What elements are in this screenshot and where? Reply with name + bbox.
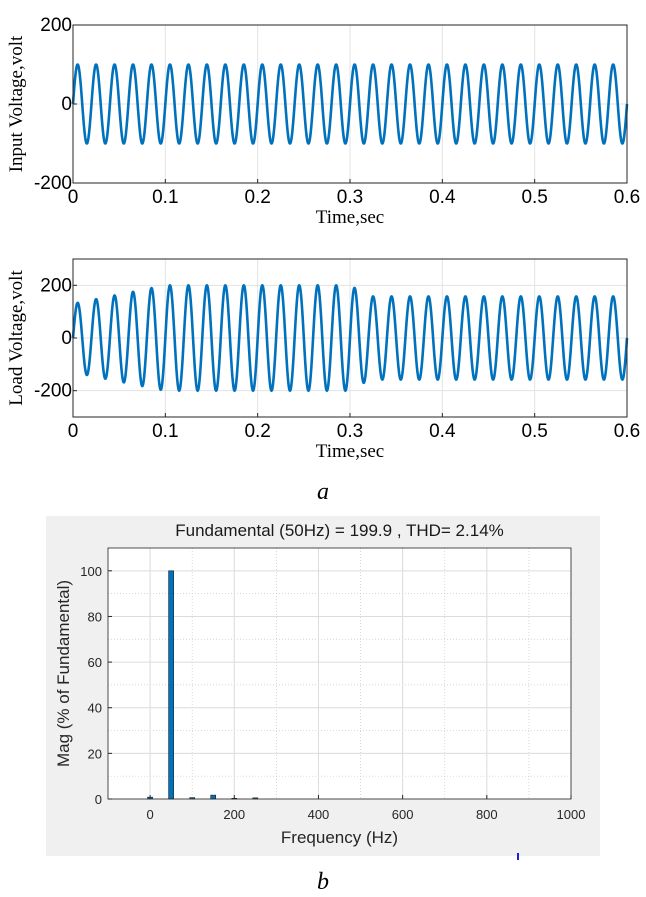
waveform-series-line <box>71 284 629 392</box>
x-tick-label: 0.1 <box>152 187 178 208</box>
y-axis-label: Input Voltage,volt <box>6 35 27 172</box>
x-tick-label: 0.5 <box>521 187 547 208</box>
y-tick-label: 0 <box>61 328 72 349</box>
y-tick-label: 0 <box>95 792 102 807</box>
y-tick-label: 200 <box>40 275 72 296</box>
y-tick-label: 200 <box>40 15 72 36</box>
y-axis-label: Load Voltage,volt <box>6 270 27 406</box>
y-axis-label: Mag (% of Fundamental) <box>54 580 73 767</box>
harmonic-bar <box>210 794 217 800</box>
y-tick-label: 40 <box>88 701 102 716</box>
x-tick-label: 0.3 <box>337 187 363 208</box>
y-tick-label: 0 <box>61 94 72 115</box>
y-tick-label: 100 <box>80 564 102 579</box>
y-tick-label: -200 <box>34 173 72 194</box>
x-tick-label: 0 <box>68 421 79 442</box>
y-tick-label: -200 <box>34 381 72 402</box>
x-tick-label: 0.4 <box>429 187 456 208</box>
x-tick-label: 200 <box>223 807 245 822</box>
harmonic-bar <box>168 570 174 800</box>
x-tick-label: 600 <box>392 807 414 822</box>
x-tick-label: 0.6 <box>614 421 640 442</box>
y-tick-label: 20 <box>88 746 102 761</box>
x-tick-label: 0 <box>146 807 153 822</box>
stray-mark <box>517 853 519 860</box>
plot-area-background <box>108 548 571 799</box>
x-tick-label: 0.1 <box>152 421 178 442</box>
x-tick-label: 0.2 <box>244 187 270 208</box>
input-voltage-chart: 0 0.1 0.2 0.3 0.4 0.5 0.6-2000200Time,secInput… <box>6 15 640 228</box>
x-tick-label: 0.3 <box>337 421 363 442</box>
x-axis-label: Frequency (Hz) <box>281 828 398 847</box>
caption-b: b <box>317 869 329 895</box>
y-tick-label: 80 <box>88 609 102 624</box>
x-tick-label: 0.4 <box>429 421 456 442</box>
x-axis-label: Time,sec <box>316 207 384 228</box>
x-axis-label: Time,sec <box>316 441 384 462</box>
y-tick-label: 60 <box>88 655 102 670</box>
x-tick-label: 0 <box>68 187 79 208</box>
x-tick-label: 400 <box>308 807 330 822</box>
load-voltage-chart: 0 0.1 0.2 0.3 0.4 0.5 0.6 -200 0 200 Time,sec Load … <box>6 258 640 462</box>
x-tick-label: 0.5 <box>521 421 547 442</box>
chart-title: Fundamental (50Hz) = 199.9 , THD= 2.14% <box>175 521 504 540</box>
caption-a: a <box>317 479 329 505</box>
fft-chart: 0 200 400 600 800 1000 0 20 40 60 80 100 Fundamental… <box>54 521 585 847</box>
waveform-series-line <box>71 63 629 145</box>
plot-area-frame <box>107 547 572 800</box>
x-tick-label: 0.6 <box>614 187 640 208</box>
x-tick-label: 1000 <box>557 807 586 822</box>
x-tick-label: 0.2 <box>244 421 270 442</box>
x-tick-label: 800 <box>476 807 498 822</box>
